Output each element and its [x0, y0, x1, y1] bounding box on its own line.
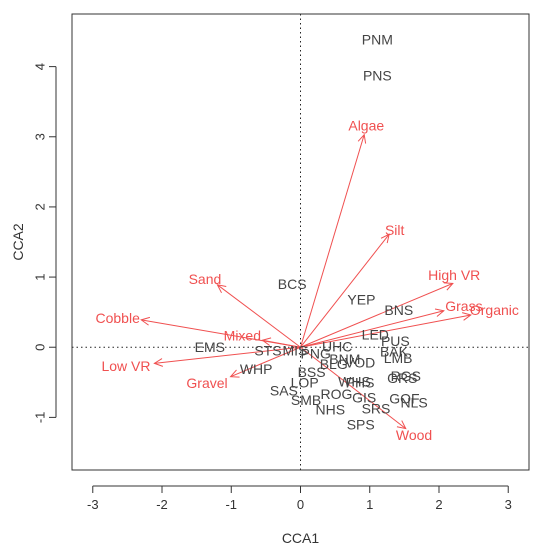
env-vector-arrow	[230, 346, 301, 378]
y-tick-label: 0	[33, 344, 48, 351]
env-vector-label: Organic	[470, 302, 519, 318]
env-vector-label: High VR	[428, 267, 480, 283]
plot-frame	[71, 13, 530, 471]
env-vector-arrow	[300, 314, 471, 348]
species-label: PUS	[381, 333, 410, 349]
species-label: NHS	[315, 402, 345, 418]
species-label: BNS	[384, 302, 413, 318]
species-label: BLG	[320, 356, 348, 372]
env-vector-arrow	[300, 310, 444, 348]
y-tick-label: 2	[33, 203, 48, 210]
env-vector-label: Mixed	[224, 327, 261, 343]
species-label: LOP	[291, 374, 319, 390]
species-label: LMB	[384, 350, 413, 366]
y-axis: -1 0 1 2 3 4	[33, 63, 57, 423]
species-label: RGS	[391, 368, 421, 384]
species-label: PHS	[346, 374, 375, 390]
env-vector-label: Sand	[189, 271, 222, 287]
species-label: WHS	[338, 374, 371, 390]
env-vector-arrowhead	[140, 316, 151, 326]
y-tick-label: 4	[33, 63, 48, 70]
x-tick-label: 2	[435, 497, 442, 512]
y-tick-label: -1	[33, 412, 48, 424]
env-vector-arrow	[300, 346, 407, 430]
species-label: SAS	[270, 383, 298, 399]
y-tick-label: 3	[33, 133, 48, 140]
species-label: PNM	[362, 31, 393, 47]
env-vector-arrow	[300, 282, 454, 348]
x-tick-label: -1	[225, 497, 237, 512]
species-label: VOD	[345, 355, 375, 371]
species-label: LED	[362, 327, 389, 343]
species-label: MIS	[283, 343, 308, 359]
x-tick-label: -2	[156, 497, 168, 512]
species-label: YEP	[347, 292, 375, 308]
env-vector-label: Wood	[396, 427, 432, 443]
environment-vectors	[140, 133, 472, 430]
env-vector-arrowhead	[357, 133, 367, 144]
x-axis: -3 -2 -1 0 1 2 3	[87, 485, 512, 512]
x-tick-label: 1	[366, 497, 373, 512]
env-vector-arrowhead	[443, 282, 454, 291]
env-vector-arrowhead	[434, 308, 445, 317]
species-label: WHP	[240, 361, 273, 377]
species-label: GOF	[389, 390, 419, 406]
x-tick-label: 0	[297, 497, 304, 512]
species-label: BCS	[278, 276, 307, 292]
env-vector-label: Grass	[445, 298, 482, 314]
env-vector-arrow	[154, 346, 301, 364]
env-vector-label: Silt	[385, 222, 405, 238]
species-label: GIS	[352, 390, 376, 406]
species-label: STS	[254, 343, 281, 359]
species-label: PNG	[301, 346, 331, 362]
species-label: BAK	[380, 343, 409, 359]
species-label: PNS	[363, 68, 392, 84]
env-vector-arrow	[300, 134, 365, 348]
species-label: SPS	[347, 416, 375, 432]
species-label: BNM	[329, 351, 360, 367]
env-vector-label: Gravel	[186, 375, 227, 391]
species-label: EMS	[195, 339, 225, 355]
x-tick-label: -3	[87, 497, 99, 512]
env-vector-arrow	[300, 233, 390, 348]
env-vector-arrowhead	[229, 369, 240, 378]
y-axis-title: CCA2	[10, 223, 26, 261]
species-label: ROG	[321, 386, 353, 402]
env-vector-arrowhead	[380, 233, 390, 244]
env-vector-arrow	[217, 284, 301, 348]
x-tick-label: 3	[505, 497, 512, 512]
species-label: SMB	[291, 392, 321, 408]
y-tick-label: 1	[33, 273, 48, 280]
env-vector-label: Algae	[348, 118, 384, 134]
env-vector-arrowhead	[216, 284, 227, 294]
env-vector-arrowhead	[462, 312, 472, 321]
species-label: BSS	[298, 364, 326, 380]
species-label: UHC	[322, 339, 352, 355]
x-axis-title: CCA1	[282, 530, 320, 546]
env-vector-arrowhead	[396, 420, 407, 430]
env-vector-arrow	[262, 339, 301, 348]
env-vector-label: Cobble	[96, 310, 141, 326]
species-label: SRS	[362, 400, 391, 416]
env-vector-arrowhead	[153, 358, 164, 367]
species-label: GRS	[387, 370, 417, 386]
env-vector-label: Low VR	[101, 358, 150, 374]
env-vector-arrowhead	[261, 337, 272, 346]
species-label: NLS	[400, 395, 427, 411]
